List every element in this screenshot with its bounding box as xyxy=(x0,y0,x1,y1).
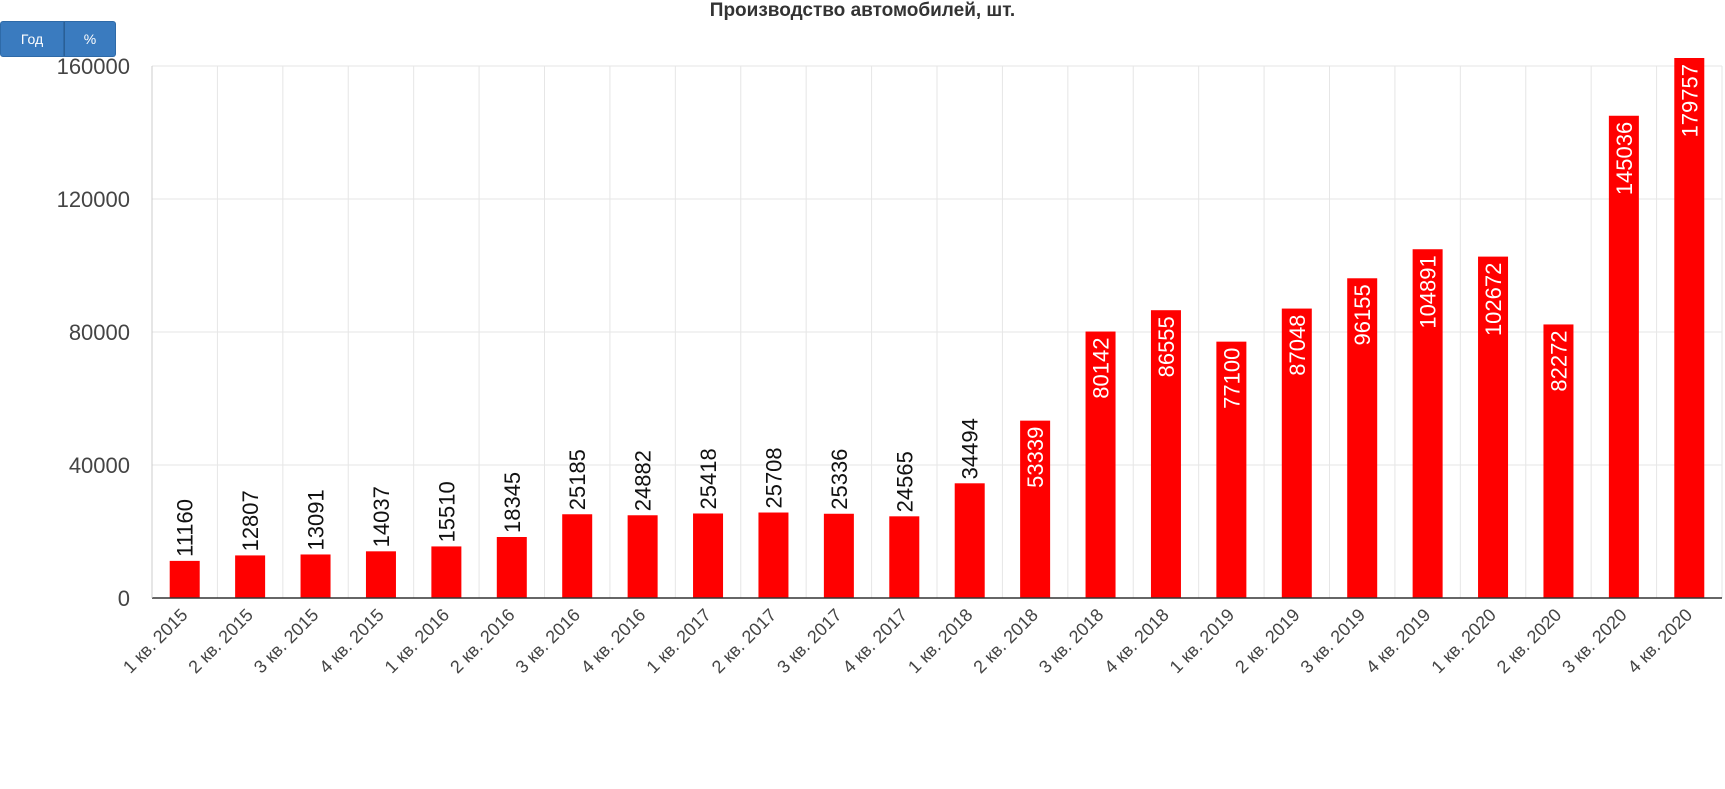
x-tick-label: 3 кв. 2020 xyxy=(1558,605,1630,677)
year-button[interactable]: Год xyxy=(0,21,64,57)
bar xyxy=(1085,331,1116,598)
bar xyxy=(627,515,658,598)
bar xyxy=(823,513,854,598)
data-label: 18345 xyxy=(500,472,525,533)
view-toggle: Год % xyxy=(0,21,116,57)
bar xyxy=(562,514,593,598)
y-tick-label: 80000 xyxy=(69,320,130,345)
data-label: 25708 xyxy=(761,447,786,508)
data-label: 179757 xyxy=(1677,64,1702,137)
data-label: 14037 xyxy=(369,486,394,547)
y-tick-label: 160000 xyxy=(57,54,130,79)
bar xyxy=(496,537,527,598)
bar xyxy=(235,555,266,598)
x-tick-label: 2 кв. 2016 xyxy=(446,605,518,677)
x-tick-label: 1 кв. 2017 xyxy=(642,605,714,677)
x-tick-label: 1 кв. 2016 xyxy=(381,605,453,677)
data-label: 25336 xyxy=(827,449,852,510)
x-tick-label: 2 кв. 2020 xyxy=(1493,605,1565,677)
x-tick-label: 4 кв. 2018 xyxy=(1100,605,1172,677)
data-label: 24565 xyxy=(892,451,917,512)
x-tick-label: 1 кв. 2015 xyxy=(119,605,191,677)
bar xyxy=(954,483,985,598)
x-tick-label: 1 кв. 2018 xyxy=(904,605,976,677)
x-tick-label: 3 кв. 2018 xyxy=(1035,605,1107,677)
bar xyxy=(365,551,396,598)
bar xyxy=(169,560,200,598)
data-label: 53339 xyxy=(1023,427,1048,488)
data-label: 11160 xyxy=(173,499,198,557)
data-label: 13091 xyxy=(304,489,329,550)
bar xyxy=(1347,278,1378,598)
bar xyxy=(693,513,724,598)
percent-button[interactable]: % xyxy=(64,21,116,57)
data-label: 86555 xyxy=(1154,316,1179,377)
x-tick-label: 1 кв. 2019 xyxy=(1166,605,1238,677)
x-tick-label: 4 кв. 2017 xyxy=(839,605,911,677)
x-tick-label: 2 кв. 2015 xyxy=(184,605,256,677)
data-label: 25185 xyxy=(565,449,590,510)
x-tick-label: 1 кв. 2020 xyxy=(1427,605,1499,677)
bar xyxy=(1674,58,1705,598)
bar xyxy=(1543,324,1574,598)
y-tick-label: 0 xyxy=(118,586,130,611)
data-label: 77100 xyxy=(1219,348,1244,409)
bar xyxy=(758,512,789,598)
data-label: 34494 xyxy=(958,418,983,479)
data-label: 102672 xyxy=(1481,263,1506,336)
x-tick-label: 3 кв. 2015 xyxy=(250,605,322,677)
bar xyxy=(1150,310,1181,598)
bar xyxy=(1216,341,1247,598)
data-label: 104891 xyxy=(1416,255,1441,328)
x-tick-label: 4 кв. 2016 xyxy=(577,605,649,677)
x-tick-label: 2 кв. 2018 xyxy=(969,605,1041,677)
data-label: 80142 xyxy=(1089,338,1114,399)
x-tick-label: 3 кв. 2017 xyxy=(773,605,845,677)
x-tick-label: 2 кв. 2019 xyxy=(1231,605,1303,677)
bar xyxy=(1608,115,1639,598)
bar xyxy=(1478,256,1509,598)
bar xyxy=(1020,420,1051,598)
x-tick-label: 2 кв. 2017 xyxy=(708,605,780,677)
bar xyxy=(300,554,331,598)
data-label: 24882 xyxy=(631,450,656,511)
x-tick-label: 4 кв. 2015 xyxy=(315,605,387,677)
data-label: 145036 xyxy=(1612,122,1637,195)
data-label: 82272 xyxy=(1546,330,1571,391)
data-label: 25418 xyxy=(696,448,721,509)
x-tick-label: 4 кв. 2019 xyxy=(1362,605,1434,677)
chart-title: Производство автомобилей, шт. xyxy=(709,0,1016,21)
data-label: 96155 xyxy=(1350,284,1375,345)
x-tick-label: 3 кв. 2019 xyxy=(1297,605,1369,677)
y-tick-label: 120000 xyxy=(57,187,130,212)
data-label: 87048 xyxy=(1285,315,1310,376)
x-tick-label: 4 кв. 2020 xyxy=(1624,605,1696,677)
data-label: 15510 xyxy=(434,481,459,542)
data-label: 12807 xyxy=(238,490,263,551)
x-tick-label: 3 кв. 2016 xyxy=(512,605,584,677)
y-tick-label: 40000 xyxy=(69,453,130,478)
bar xyxy=(1281,308,1312,598)
bar xyxy=(889,516,920,598)
bar xyxy=(431,546,462,598)
bar xyxy=(1412,249,1443,598)
